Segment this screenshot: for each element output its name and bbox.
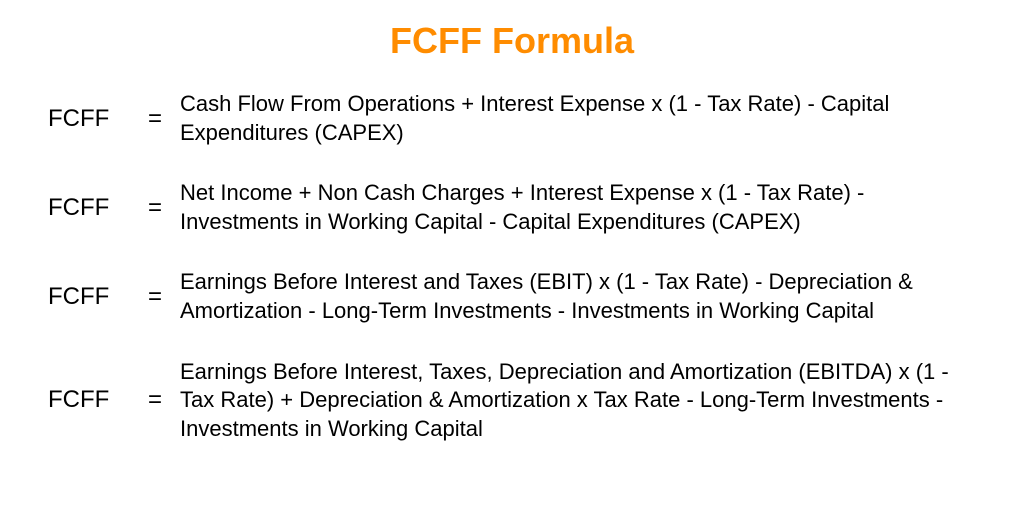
- formula-equals: =: [130, 283, 180, 311]
- formula-row: FCFF = Earnings Before Interest and Taxe…: [40, 268, 984, 325]
- page-title: FCFF Formula: [40, 20, 984, 62]
- formula-row: FCFF = Cash Flow From Operations + Inter…: [40, 90, 984, 147]
- formulas-list: FCFF = Cash Flow From Operations + Inter…: [40, 90, 984, 443]
- formula-text: Earnings Before Interest, Taxes, Depreci…: [180, 358, 984, 444]
- formula-text: Net Income + Non Cash Charges + Interest…: [180, 179, 984, 236]
- formula-label: FCFF: [40, 283, 130, 311]
- formula-label: FCFF: [40, 194, 130, 222]
- formula-label: FCFF: [40, 105, 130, 133]
- formula-equals: =: [130, 386, 180, 414]
- formula-text: Earnings Before Interest and Taxes (EBIT…: [180, 268, 984, 325]
- formula-equals: =: [130, 194, 180, 222]
- formula-label: FCFF: [40, 386, 130, 414]
- formula-text: Cash Flow From Operations + Interest Exp…: [180, 90, 984, 147]
- formula-row: FCFF = Net Income + Non Cash Charges + I…: [40, 179, 984, 236]
- formula-row: FCFF = Earnings Before Interest, Taxes, …: [40, 358, 984, 444]
- formula-equals: =: [130, 105, 180, 133]
